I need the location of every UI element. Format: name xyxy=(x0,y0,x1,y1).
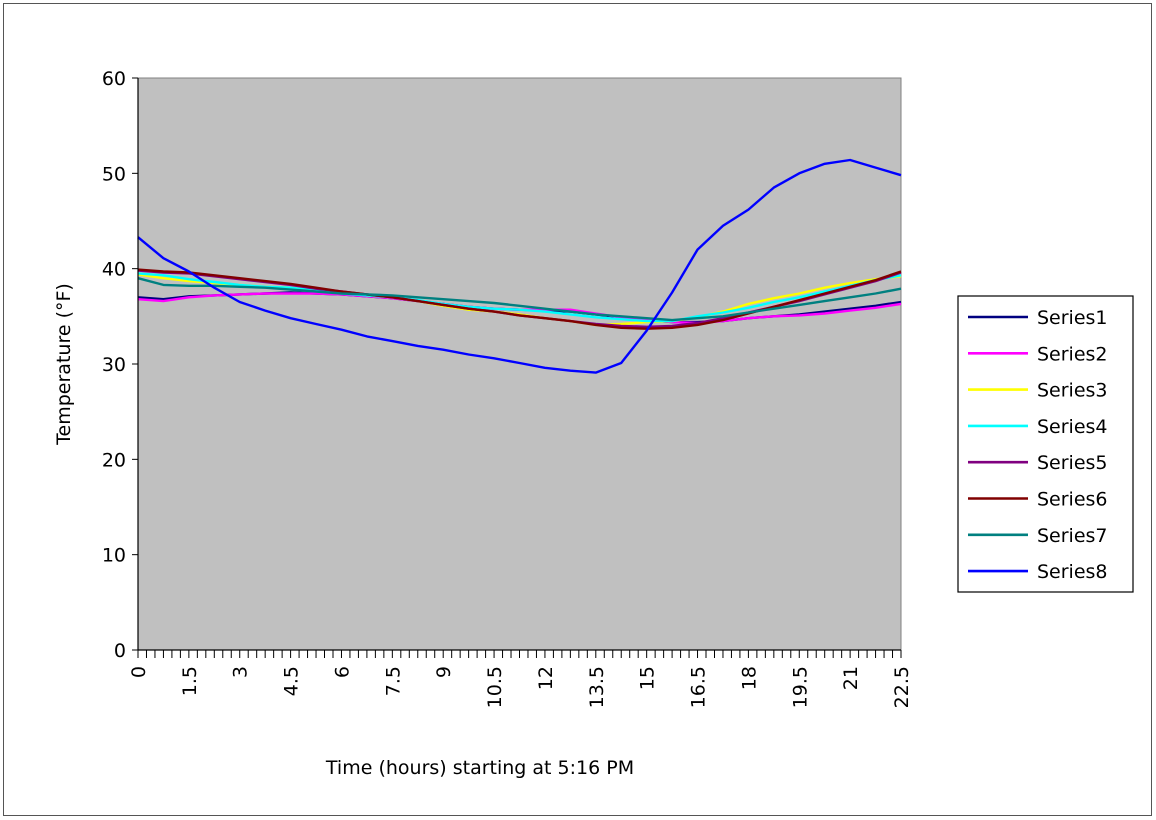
legend-label-6: Series6 xyxy=(1037,489,1108,511)
legend-label-3: Series3 xyxy=(1037,380,1108,402)
x-axis-title: Time (hours) starting at 5:16 PM xyxy=(325,757,634,779)
legend: Series1 Series2 Series3 Series4 Series5 Serie… xyxy=(957,295,1134,593)
x-tick-label: 22.5 xyxy=(891,666,913,708)
x-tick-label: 3 xyxy=(230,666,252,678)
legend-label-1: Series1 xyxy=(1037,307,1108,329)
legend-label-7: Series7 xyxy=(1037,525,1108,547)
x-tick-label: 1.5 xyxy=(179,666,201,696)
series-line-8 xyxy=(137,158,902,374)
x-tick-label: 0 xyxy=(128,666,150,678)
y-axis-title: Temperature (°F) xyxy=(53,283,75,446)
series-line-6 xyxy=(137,268,902,330)
legend-label-2: Series2 xyxy=(1037,343,1108,365)
y-tick-label: 60 xyxy=(102,68,126,90)
x-tick-label: 21 xyxy=(840,666,862,690)
x-tick-label: 10.5 xyxy=(484,666,506,708)
y-tick-label: 0 xyxy=(114,640,126,662)
y-tick-label: 20 xyxy=(102,449,126,471)
y-tick-label: 30 xyxy=(102,354,126,376)
x-tick-label: 9 xyxy=(433,666,455,678)
x-tick-label: 16.5 xyxy=(688,666,710,708)
y-tick-label: 10 xyxy=(102,545,126,567)
x-tick-label: 6 xyxy=(332,666,354,678)
series-line-7 xyxy=(137,277,902,322)
y-tick-label: 40 xyxy=(102,259,126,281)
x-tick-label: 7.5 xyxy=(382,666,404,696)
y-tick-label: 50 xyxy=(102,163,126,185)
x-tick-label: 12 xyxy=(535,666,557,690)
x-tick-label: 4.5 xyxy=(281,666,303,696)
legend-label-4: Series4 xyxy=(1037,416,1108,438)
x-tick-label: 18 xyxy=(738,666,760,690)
legend-label-8: Series8 xyxy=(1037,561,1108,583)
series-layer xyxy=(137,158,902,374)
x-tick-label: 13.5 xyxy=(586,666,608,708)
legend-label-5: Series5 xyxy=(1037,452,1108,474)
axis-layer: 0 10 20 30 40 50 60 0 1.5 3 4.5 6 7.5 9 10.5 12 13.5 15 16… xyxy=(102,68,913,708)
legend-box xyxy=(957,295,1134,593)
x-tick-label: 19.5 xyxy=(789,666,811,708)
x-tick-label: 15 xyxy=(637,666,659,690)
